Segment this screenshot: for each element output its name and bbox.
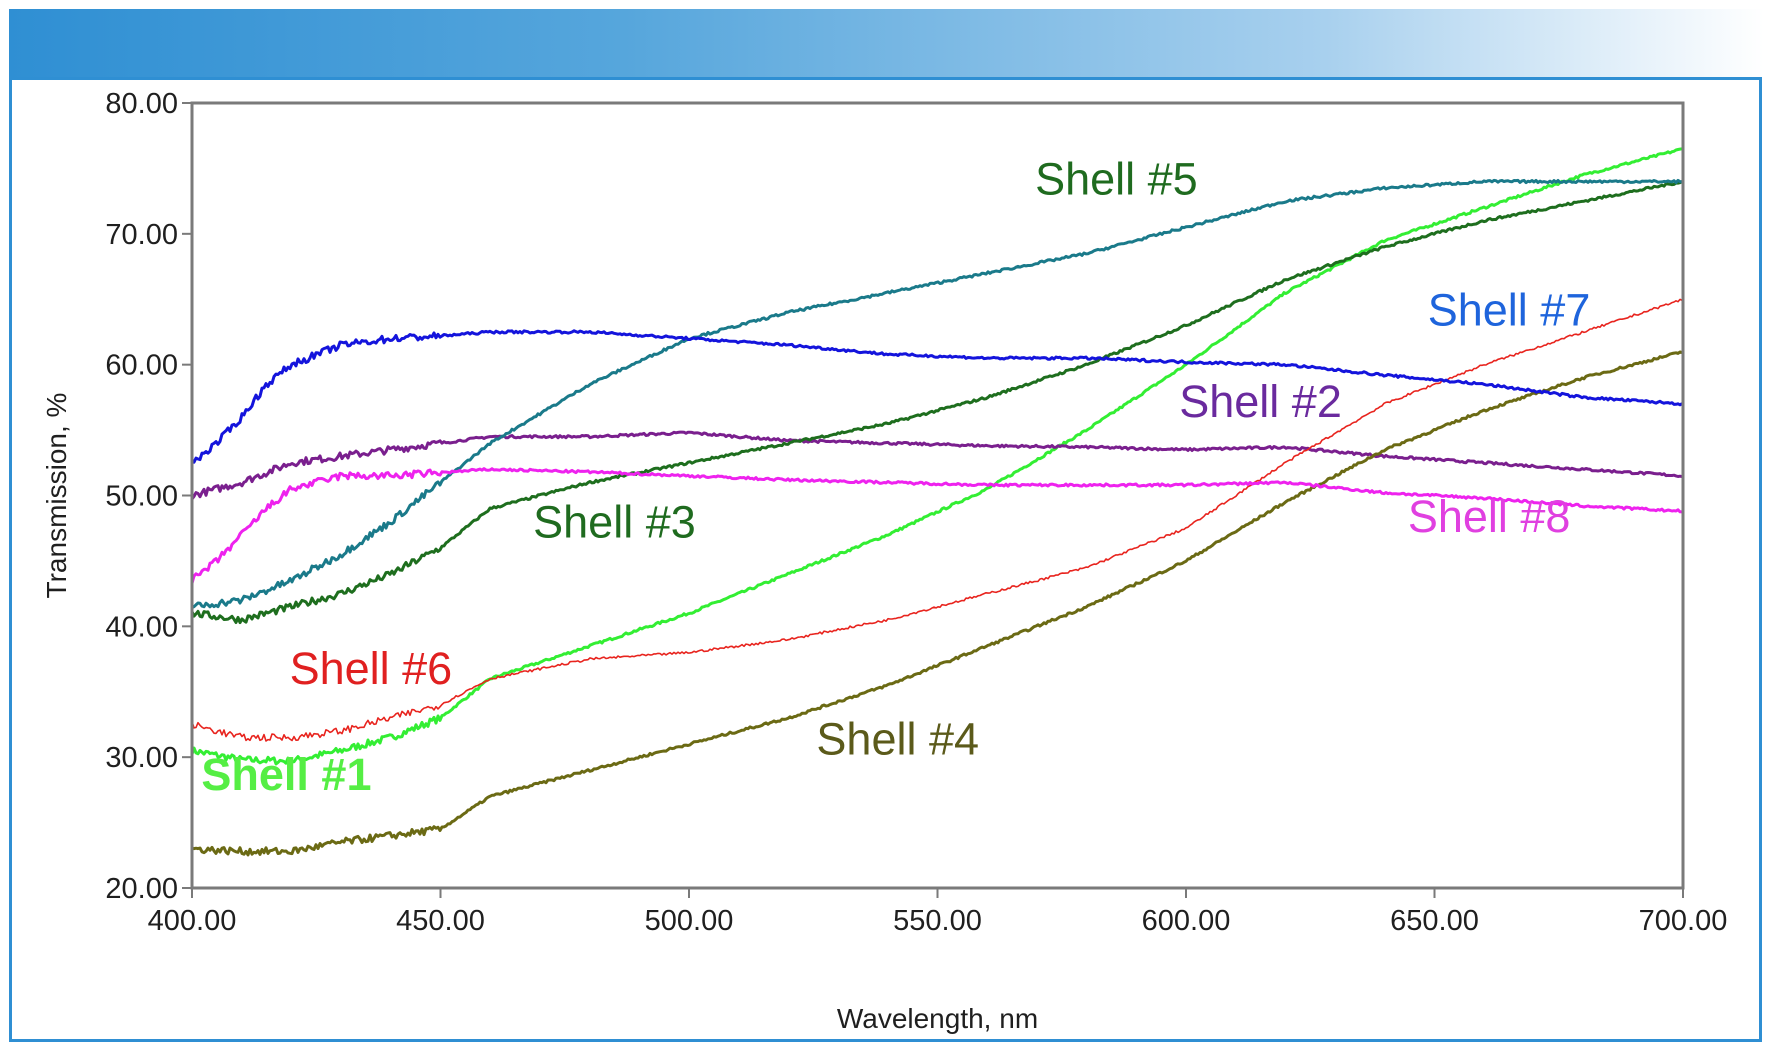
series-label-8: Shell #8 xyxy=(1408,491,1571,542)
series-line-8 xyxy=(190,467,1683,584)
y-tick-label: 30.00 xyxy=(105,742,178,774)
series-line-5 xyxy=(191,178,1683,610)
x-tick-label: 550.00 xyxy=(893,905,982,937)
y-tick-label: 70.00 xyxy=(105,219,178,251)
series-labels: Shell #1 Shell #2 Shell #3 Shell #4 Shell #5… xyxy=(201,154,1590,800)
x-tick-label: 500.00 xyxy=(645,905,734,937)
x-axis: 400.00 450.00 500.00 550.00 600.00 650.00 700.… xyxy=(148,888,1728,937)
series-label-6: Shell #6 xyxy=(290,643,453,694)
y-tick-label: 50.00 xyxy=(105,481,178,513)
y-tick-label: 20.00 xyxy=(105,873,178,905)
y-tick-label: 40.00 xyxy=(105,611,178,643)
y-tick-label: 60.00 xyxy=(105,350,178,382)
y-tick-label: 80.00 xyxy=(105,88,178,120)
series-line-2 xyxy=(190,430,1683,500)
x-axis-title: Wavelength, nm xyxy=(837,1003,1038,1034)
series-layer xyxy=(190,147,1683,857)
x-tick-label: 450.00 xyxy=(396,905,485,937)
series-line-6 xyxy=(191,298,1683,742)
series-label-5: Shell #5 xyxy=(1035,154,1198,205)
x-tick-label: 600.00 xyxy=(1142,905,1231,937)
series-label-1: Shell #1 xyxy=(201,749,371,800)
series-label-7: Shell #7 xyxy=(1428,284,1591,335)
x-tick-label: 700.00 xyxy=(1639,905,1728,937)
y-axis-title: Transmission, % xyxy=(41,393,72,599)
series-line-7 xyxy=(191,329,1683,464)
x-tick-label: 650.00 xyxy=(1390,905,1479,937)
series-label-2: Shell #2 xyxy=(1179,376,1342,427)
header-banner xyxy=(9,9,1764,77)
x-tick-label: 400.00 xyxy=(148,905,237,937)
y-axis: 20.00 30.00 40.00 50.00 60.00 70.00 80.00 xyxy=(105,88,192,905)
series-label-4: Shell #4 xyxy=(816,714,979,765)
series-label-3: Shell #3 xyxy=(533,496,696,547)
series-line-1 xyxy=(190,147,1683,766)
series-line-3 xyxy=(190,180,1683,625)
series-line-4 xyxy=(191,350,1683,857)
